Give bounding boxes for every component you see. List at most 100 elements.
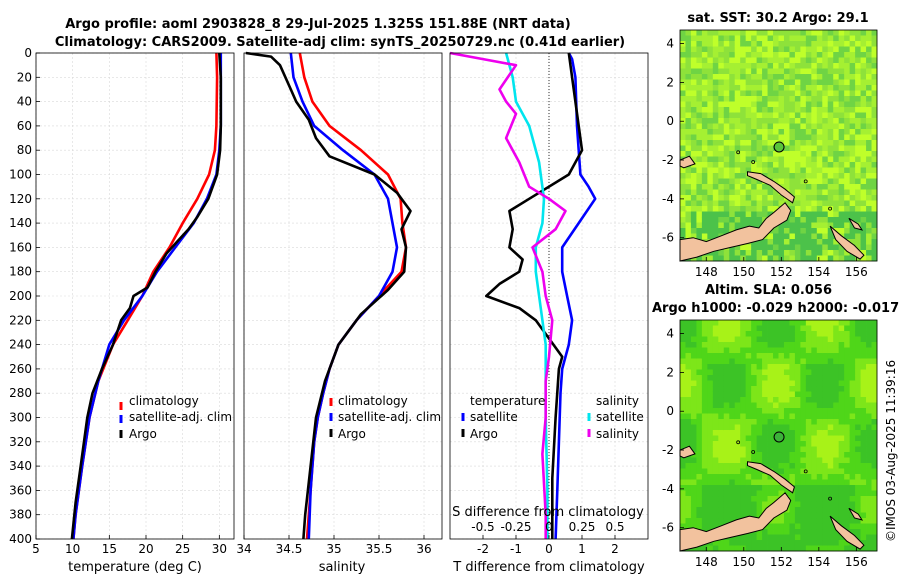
heatmap-cell (860, 529, 867, 535)
heatmap-cell (849, 90, 856, 97)
heatmap-cell (844, 342, 851, 348)
heatmap-cell (827, 233, 834, 240)
heatmap-cell (751, 391, 758, 398)
heatmap-cell (789, 206, 796, 212)
heatmap-cell (811, 228, 818, 234)
heatmap-cell (833, 342, 840, 348)
heatmap-cell (734, 380, 741, 387)
heatmap-cell (794, 41, 801, 47)
heatmap-cell (866, 463, 872, 469)
heatmap-cell (855, 397, 861, 403)
heatmap-cell (729, 474, 736, 480)
heatmap-cell (783, 402, 790, 409)
heatmap-cell (783, 320, 790, 326)
heatmap-cell (701, 490, 708, 497)
heatmap-cell (789, 518, 796, 524)
heatmap-cell (827, 424, 834, 431)
heatmap-cell (696, 123, 703, 130)
heatmap-cell (773, 375, 779, 381)
heatmap-cell (827, 501, 834, 508)
heatmap-cell (751, 151, 758, 157)
heatmap-cell (805, 501, 812, 508)
heatmap-cell (745, 397, 752, 403)
heatmap-cell (860, 255, 867, 262)
heatmap-cell (685, 57, 692, 64)
heatmap-cell (707, 200, 714, 207)
heatmap-cell (767, 101, 774, 108)
heatmap-cell (685, 96, 692, 102)
heatmap-cell (707, 68, 714, 75)
heatmap-cell (833, 178, 840, 185)
heatmap-cell (816, 435, 823, 442)
heatmap-cell (707, 435, 714, 442)
heatmap-cell (729, 167, 736, 174)
heatmap-cell (816, 485, 823, 491)
heatmap-cell (701, 189, 708, 196)
heatmap-cell (729, 107, 736, 113)
heatmap-cell (707, 457, 714, 464)
heatmap-cell (860, 358, 867, 365)
heatmap-cell (822, 162, 829, 168)
heatmap-cell (729, 250, 736, 256)
heatmap-cell (794, 250, 801, 256)
heatmap-cell (822, 79, 829, 86)
heatmap-cell (838, 184, 845, 190)
heatmap-cell (805, 107, 812, 113)
heatmap-cell (827, 123, 834, 130)
heatmap-cell (789, 320, 796, 326)
heatmap-cell (822, 408, 829, 414)
heatmap-cell (701, 85, 708, 91)
sst-map-title: sat. SST: 30.2 Argo: 29.1 (687, 11, 868, 26)
heatmap-cell (833, 217, 840, 223)
heatmap-cell (740, 200, 747, 207)
heatmap-cell (805, 435, 812, 442)
heatmap-cell (712, 118, 719, 124)
heatmap-cell (680, 74, 686, 80)
heatmap-cell (789, 413, 796, 420)
heatmap-cell (696, 140, 703, 146)
heatmap-cell (844, 184, 851, 190)
heatmap-cell (833, 419, 840, 425)
heatmap-cell (800, 507, 807, 513)
heatmap-cell (723, 320, 730, 326)
heatmap-cell (811, 468, 818, 475)
heatmap-cell (712, 364, 719, 370)
heatmap-cell (816, 129, 823, 135)
heatmap-cell (696, 512, 703, 519)
heatmap-cell (794, 468, 801, 475)
heatmap-cell (789, 90, 796, 97)
heatmap-cell (866, 63, 872, 69)
heatmap-cell (789, 74, 796, 80)
heatmap-cell (718, 112, 725, 119)
heatmap-cell (751, 331, 758, 337)
heatmap-cell (751, 468, 758, 475)
heatmap-cell (855, 90, 861, 97)
heatmap-cell (816, 402, 823, 409)
heatmap-cell (751, 30, 758, 36)
heatmap-cell (855, 386, 861, 392)
heatmap-cell (811, 353, 818, 359)
heatmap-cell (827, 358, 834, 365)
heatmap-cell (778, 457, 785, 464)
heatmap-cell (783, 35, 790, 42)
heatmap-cell (866, 30, 872, 36)
heatmap-cell (805, 402, 812, 409)
heatmap-cell (712, 397, 719, 403)
heatmap-cell (680, 107, 686, 113)
heatmap-cell (762, 85, 768, 91)
heatmap-cell (756, 413, 763, 420)
heatmap-cell (773, 134, 779, 141)
heatmap-cell (844, 250, 851, 256)
heatmap-cell (860, 107, 867, 113)
heatmap-cell (740, 441, 747, 447)
heatmap-cell (871, 534, 878, 541)
heatmap-cell (849, 369, 856, 376)
heatmap-cell (833, 463, 840, 469)
heatmap-cell (762, 380, 768, 387)
heatmap-cell (718, 441, 725, 447)
heatmap-cell (805, 380, 812, 387)
heatmap-cell (789, 239, 796, 245)
heatmap-cell (680, 523, 686, 530)
heatmap-cell (805, 68, 812, 75)
figure-title-line2: Climatology: CARS2009. Satellite-adj cli… (55, 35, 625, 50)
